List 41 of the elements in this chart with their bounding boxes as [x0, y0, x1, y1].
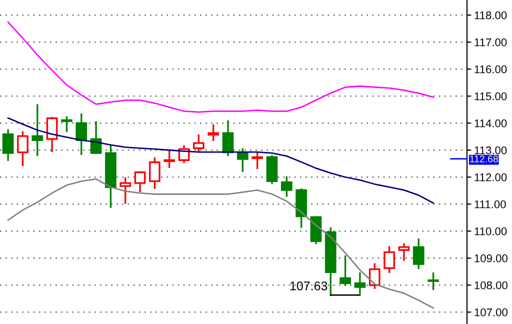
ref-line-label: 112.68: [470, 155, 498, 162]
candlestick: [208, 124, 220, 141]
candlestick: [2, 129, 14, 161]
candlestick: [134, 171, 146, 192]
line-series: [7, 117, 434, 204]
y-tick-label: 110.00: [474, 227, 507, 236]
candlestick: [222, 120, 234, 156]
candlestick: [61, 116, 72, 132]
candlestick: [368, 263, 380, 289]
y-tick-label: 108.00: [474, 281, 508, 290]
candlestick: [236, 148, 248, 172]
y-tick-label: 114.00: [474, 119, 507, 128]
y-tick-label: 116.00: [474, 65, 507, 74]
candlestick: [178, 145, 190, 164]
y-tick-label: 109.00: [474, 254, 508, 262]
candlestick: [32, 104, 44, 156]
y-tick-label: 117.00: [474, 38, 507, 46]
candlestick: [193, 134, 204, 152]
candlestick: [428, 272, 439, 290]
y-tick-label: 113.00: [474, 146, 507, 154]
annotation: 107.63: [290, 282, 328, 290]
candlestick: [384, 246, 395, 273]
candlestick: [149, 157, 160, 190]
y-tick-label: 118.00: [474, 11, 507, 20]
candlestick: [412, 238, 424, 269]
y-tick-label: 115.00: [474, 92, 507, 100]
y-tick-label: 112.00: [474, 173, 507, 182]
y-tick-label: 111.00: [474, 200, 506, 208]
line-series: [7, 21, 434, 113]
candlestick: [252, 152, 263, 170]
candlestick: [76, 113, 88, 156]
candlestick: [398, 243, 410, 261]
candlestick: [164, 150, 176, 168]
candlestick: [340, 255, 351, 286]
candlestick: [120, 177, 132, 204]
y-tick-label: 107.00: [474, 308, 508, 316]
candlestick: [90, 121, 102, 154]
candlestick: [354, 272, 366, 294]
candlestick: [17, 131, 28, 166]
candlestick: [280, 176, 292, 197]
candlestick: [46, 116, 58, 152]
